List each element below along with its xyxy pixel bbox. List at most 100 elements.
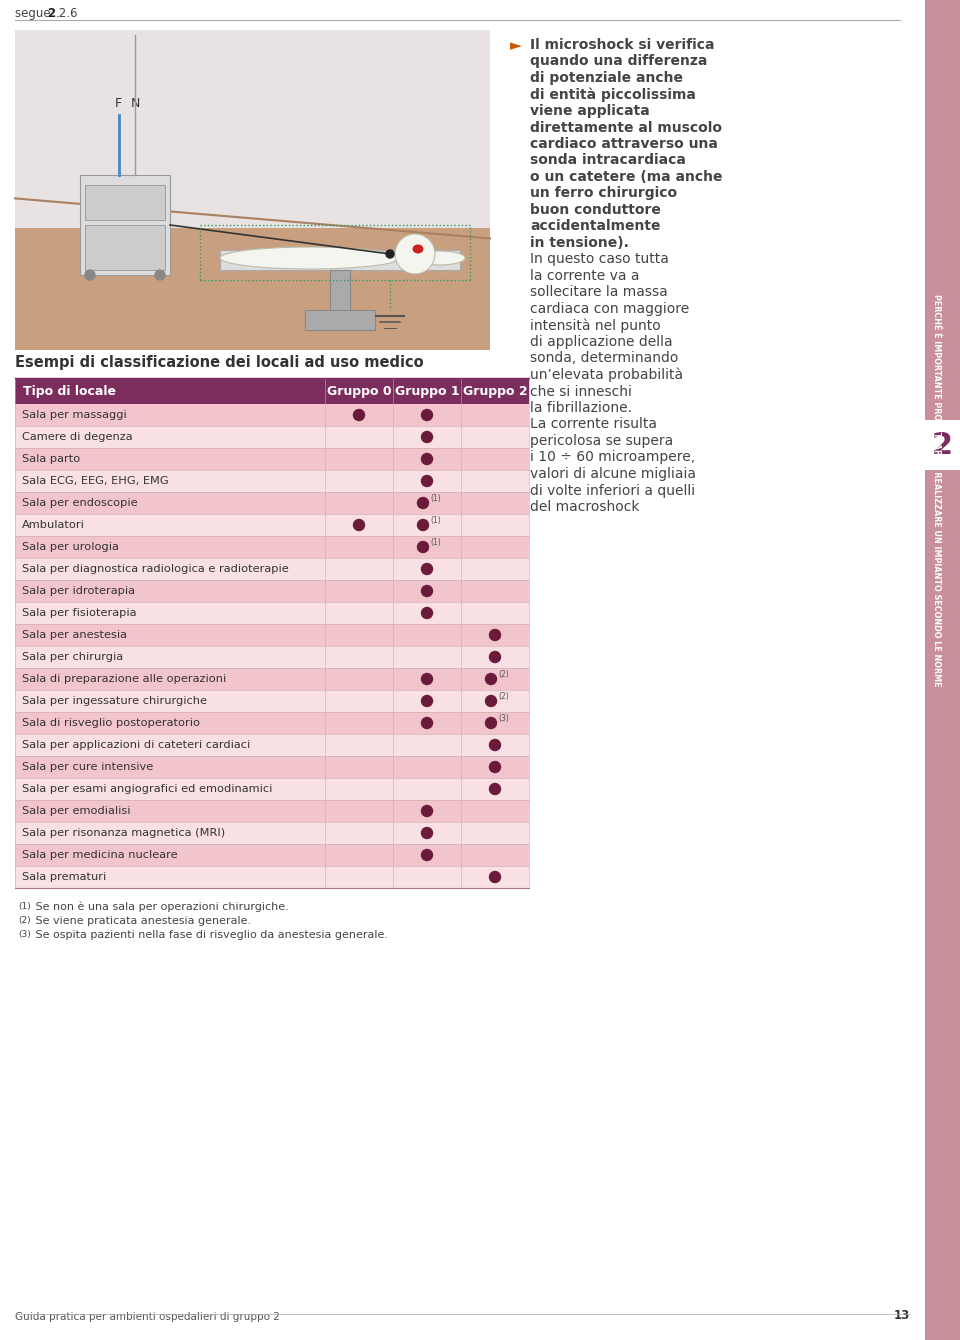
FancyBboxPatch shape <box>15 29 490 228</box>
Text: Gruppo 1: Gruppo 1 <box>395 385 459 398</box>
Text: Sala per applicazioni di cateteri cardiaci: Sala per applicazioni di cateteri cardia… <box>22 740 251 750</box>
Circle shape <box>421 410 433 421</box>
FancyBboxPatch shape <box>325 378 393 403</box>
Text: Sala per chirurgia: Sala per chirurgia <box>22 653 123 662</box>
Text: sonda intracardiaca: sonda intracardiaca <box>530 154 685 168</box>
FancyBboxPatch shape <box>15 734 529 756</box>
Text: 13: 13 <box>894 1309 910 1323</box>
FancyBboxPatch shape <box>925 0 960 1340</box>
FancyBboxPatch shape <box>15 866 529 888</box>
Circle shape <box>421 674 433 685</box>
Text: di entità piccolissima: di entità piccolissima <box>530 87 696 102</box>
FancyBboxPatch shape <box>15 800 529 821</box>
FancyBboxPatch shape <box>15 756 529 779</box>
Circle shape <box>421 564 433 575</box>
Text: viene applicata: viene applicata <box>530 105 650 118</box>
FancyBboxPatch shape <box>15 690 529 712</box>
Text: N: N <box>131 96 140 110</box>
Text: ►: ► <box>510 38 521 54</box>
FancyBboxPatch shape <box>15 624 529 646</box>
Circle shape <box>490 784 500 795</box>
Text: Sala per anestesia: Sala per anestesia <box>22 630 127 641</box>
Circle shape <box>490 871 500 883</box>
Circle shape <box>395 234 435 273</box>
FancyBboxPatch shape <box>15 821 529 844</box>
Text: (2): (2) <box>498 670 509 678</box>
Text: (1): (1) <box>430 516 441 524</box>
Circle shape <box>490 740 500 750</box>
FancyBboxPatch shape <box>15 779 529 800</box>
Text: Sala per idroterapia: Sala per idroterapia <box>22 586 135 596</box>
Text: (2): (2) <box>498 691 509 701</box>
FancyBboxPatch shape <box>461 378 529 403</box>
Text: Gruppo 0: Gruppo 0 <box>326 385 392 398</box>
Text: o un catetere (ma anche: o un catetere (ma anche <box>530 170 723 184</box>
Text: Esempi di classificazione dei locali ad uso medico: Esempi di classificazione dei locali ad … <box>15 355 423 370</box>
Text: Sala ECG, EEG, EHG, EMG: Sala ECG, EEG, EHG, EMG <box>22 476 169 486</box>
Text: Sala per emodialisi: Sala per emodialisi <box>22 805 131 816</box>
Circle shape <box>421 607 433 619</box>
Text: i 10 ÷ 60 microampere,: i 10 ÷ 60 microampere, <box>530 450 695 465</box>
Circle shape <box>421 453 433 465</box>
Text: Sala per diagnostica radiologica e radioterapie: Sala per diagnostica radiologica e radio… <box>22 564 289 574</box>
FancyBboxPatch shape <box>80 176 170 275</box>
FancyBboxPatch shape <box>220 251 460 269</box>
Text: segue: segue <box>15 7 55 20</box>
FancyBboxPatch shape <box>15 448 529 470</box>
Circle shape <box>353 410 365 421</box>
Text: Sala per massaggi: Sala per massaggi <box>22 410 127 419</box>
Text: Sala per ingessature chirurgiche: Sala per ingessature chirurgiche <box>22 695 207 706</box>
Text: Sala di risveglio postoperatorio: Sala di risveglio postoperatorio <box>22 718 200 728</box>
Text: sollecitare la massa: sollecitare la massa <box>530 285 668 300</box>
Circle shape <box>386 251 394 259</box>
FancyBboxPatch shape <box>393 378 461 403</box>
FancyBboxPatch shape <box>15 646 529 669</box>
Text: Sala per esami angiografici ed emodinamici: Sala per esami angiografici ed emodinami… <box>22 784 273 795</box>
Text: Sala di preparazione alle operazioni: Sala di preparazione alle operazioni <box>22 674 227 683</box>
Text: (1): (1) <box>18 902 31 911</box>
FancyBboxPatch shape <box>15 712 529 734</box>
Text: Se ospita pazienti nella fase di risveglio da anestesia generale.: Se ospita pazienti nella fase di risvegl… <box>32 930 388 939</box>
FancyBboxPatch shape <box>15 844 529 866</box>
Text: La corrente risulta: La corrente risulta <box>530 418 657 431</box>
Text: sonda, determinando: sonda, determinando <box>530 351 679 366</box>
Text: Gruppo 2: Gruppo 2 <box>463 385 527 398</box>
Text: valori di alcune migliaia: valori di alcune migliaia <box>530 468 696 481</box>
FancyBboxPatch shape <box>15 228 490 350</box>
Circle shape <box>421 431 433 442</box>
FancyBboxPatch shape <box>85 185 165 220</box>
Text: Guida pratica per ambienti ospedalieri di gruppo 2: Guida pratica per ambienti ospedalieri d… <box>15 1312 280 1323</box>
FancyBboxPatch shape <box>15 403 529 426</box>
Circle shape <box>486 695 496 706</box>
Text: Sala per fisioterapia: Sala per fisioterapia <box>22 608 136 618</box>
Text: del macroshock: del macroshock <box>530 500 639 515</box>
Text: Tipo di locale: Tipo di locale <box>23 385 116 398</box>
Circle shape <box>421 717 433 729</box>
Text: In questo caso tutta: In questo caso tutta <box>530 252 669 267</box>
Circle shape <box>421 586 433 596</box>
Circle shape <box>418 541 428 552</box>
Text: 2: 2 <box>47 7 55 20</box>
Text: (2): (2) <box>18 917 31 925</box>
Circle shape <box>421 695 433 706</box>
Circle shape <box>490 630 500 641</box>
Text: la fibrillazione.: la fibrillazione. <box>530 401 632 415</box>
FancyBboxPatch shape <box>15 470 529 492</box>
Text: F: F <box>115 96 122 110</box>
Circle shape <box>418 497 428 508</box>
FancyBboxPatch shape <box>15 602 529 624</box>
Text: Sala per endoscopie: Sala per endoscopie <box>22 498 137 508</box>
Circle shape <box>490 761 500 772</box>
Ellipse shape <box>415 251 465 265</box>
FancyBboxPatch shape <box>15 580 529 602</box>
Text: di potenziale anche: di potenziale anche <box>530 71 683 84</box>
Text: (1): (1) <box>430 537 441 547</box>
Text: pericolosa se supera: pericolosa se supera <box>530 434 673 448</box>
Circle shape <box>486 674 496 685</box>
Text: (1): (1) <box>430 493 441 502</box>
Text: Sala parto: Sala parto <box>22 454 81 464</box>
Text: cardiaco attraverso una: cardiaco attraverso una <box>530 137 718 151</box>
FancyBboxPatch shape <box>305 310 375 330</box>
Text: accidentalmente: accidentalmente <box>530 220 660 233</box>
Text: Camere di degenza: Camere di degenza <box>22 431 132 442</box>
